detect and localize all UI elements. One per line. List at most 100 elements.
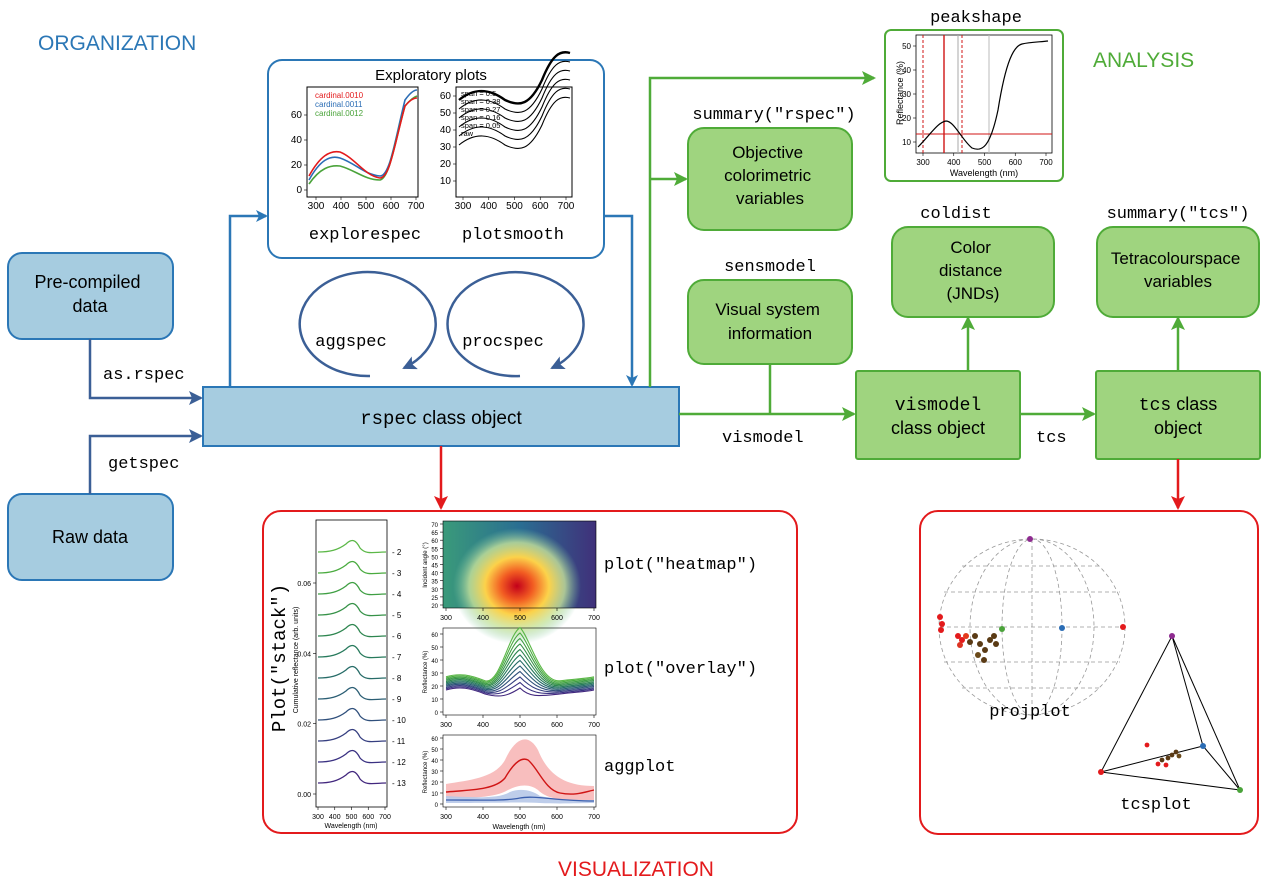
projplot-point [955,633,961,639]
peakshape-xlabel: Wavelength (nm) [950,168,1018,178]
stack-line [317,665,387,680]
agg-ytick-label: 50 [431,748,438,754]
tcs-label-line2: object [1154,418,1202,438]
projplot-point [957,642,963,648]
projplot-point [991,633,997,639]
stack-xtick-label: 600 [362,814,374,821]
tetracolourspace-label: Tetracolourspace variables [1111,249,1245,291]
rspec-node[interactable]: rspec class object [202,386,680,447]
stack-xtick-label: 700 [379,814,391,821]
rspec-label: rspec class object [360,408,522,430]
explorespec-ytick-label: 60 [291,110,303,121]
agg-ytick-label: 0 [435,803,439,809]
visualization-panel-right: projplot tcsplot [919,510,1259,835]
projplot-point [999,626,1005,632]
overlay-ytick-label: 40 [431,659,438,665]
tcs-node[interactable]: tcs class object [1095,370,1261,460]
peakshape-xtick-label: 600 [1009,158,1023,167]
heatmap-xtick-label: 600 [551,615,563,622]
projplot-point [981,657,987,663]
tcsplot-points [1144,742,1182,768]
stack-line-label: - 6 [392,632,402,641]
heatmap-ytick-label: 60 [431,539,438,545]
projplot-point [972,633,978,639]
explorespec-xtick-label: 500 [358,201,375,212]
visualization-panel-left: Plot("stack") Cumulative reflectance (ar… [262,510,798,834]
agg-xtick-label: 700 [588,814,600,821]
heatmap-xtick-label: 400 [477,615,489,622]
smooth-line [458,51,571,105]
span-legend-item: span = 0.38 [461,97,500,106]
heatmap-xtick-label: 500 [514,615,526,622]
plotsmooth-xtick-label: 300 [455,201,472,212]
stack-line [317,581,387,596]
heatmap-ytick-label: 25 [431,596,438,602]
vismodel-node[interactable]: vismodel class object [855,370,1021,460]
analysis-title: ANALYSIS [1093,49,1194,72]
heatmap-label: plot("heatmap") [604,556,757,575]
stack-ylabel: Cumulative reflectance (arb. units) [293,607,300,714]
heatmap-plot: 70 65 60 55 50 45 40 35 30 25 20 300 400 500 600 700 I… [423,520,600,644]
stack-line-label: - 10 [392,716,406,725]
projplot-point [963,633,969,639]
projplot-point [1027,536,1033,542]
peakshape-ytick-label: 20 [902,114,911,123]
heatmap-ytick-label: 65 [431,531,438,537]
visual-system-node[interactable]: Visual system information [687,279,853,365]
agg-xlabel: Wavelength (nm) [492,824,545,831]
plotsmooth-xtick-label: 400 [480,201,497,212]
explorespec-ytick-label: 0 [296,185,302,196]
precompiled-node[interactable]: Pre-compiled data [7,252,174,340]
stack-line-label: - 3 [392,569,402,578]
projplot-point [1120,624,1126,630]
heatmap-ytick-label: 20 [431,604,438,610]
span-legend-item: span = 0.16 [461,113,500,122]
organization-title: ORGANIZATION [38,32,196,55]
overlay-line [445,654,595,688]
explorespec-label: explorespec [309,226,421,245]
raw-data-node[interactable]: Raw data [7,493,174,581]
exploratory-plots-panel: Exploratory plots 0 20 40 60 300 400 500 600 70… [267,51,605,259]
overlay-line [445,676,595,693]
color-distance-node[interactable]: Color distance (JNDs) [891,226,1055,318]
span-legend-item: raw [461,129,474,138]
getspec-arrow [88,429,203,494]
peakshape-curve [917,40,1049,150]
peakshape-xtick-label: 700 [1039,158,1053,167]
tcsplot-point [1169,752,1175,758]
plotsmooth-label: plotsmooth [462,226,564,245]
tcsplot-point [1163,762,1169,768]
overlay-line [445,670,595,692]
stack-line-label: - 13 [392,779,406,788]
peakshape-label: peakshape [930,9,1022,28]
overlay-line [445,626,595,682]
legend-cardinal-0011: cardinal.0011 [315,100,363,109]
stack-line-label: - 9 [392,695,402,704]
tetracolourspace-node[interactable]: Tetracolourspace variables [1096,226,1260,318]
overlay-line [445,632,595,683]
tcsplot-point [1173,749,1179,755]
overlay-ytick-label: 0 [435,711,439,717]
agg-xtick-label: 500 [514,814,526,821]
explorespec-xtick-label: 300 [308,201,325,212]
rspec-to-exploratory-arrow [228,210,268,387]
stack-line [317,623,387,638]
raw-data-label: Raw data [52,527,129,547]
overlay-line [445,687,595,697]
projplot-label: projplot [989,703,1071,722]
objective-node[interactable]: Objective colorimetric variables [687,127,853,231]
vismodel-text: class object [891,418,985,438]
overlay-ytick-label: 50 [431,646,438,652]
peakshape-xtick-label: 300 [916,158,930,167]
aggspec-loop: aggspec [298,270,437,378]
projplot-point [1059,625,1065,631]
stack-ytick-label: 0.06 [297,581,311,588]
as-rspec-label: as.rspec [103,366,185,385]
cardinal-0010-line [308,97,418,179]
tcsplot-point [1176,753,1182,759]
projplot-point [937,614,943,620]
stack-line-label: - 4 [392,590,402,599]
overlay-xtick-label: 300 [440,722,452,729]
heatmap-ytick-label: 70 [431,523,438,529]
overlay-line [445,681,595,695]
